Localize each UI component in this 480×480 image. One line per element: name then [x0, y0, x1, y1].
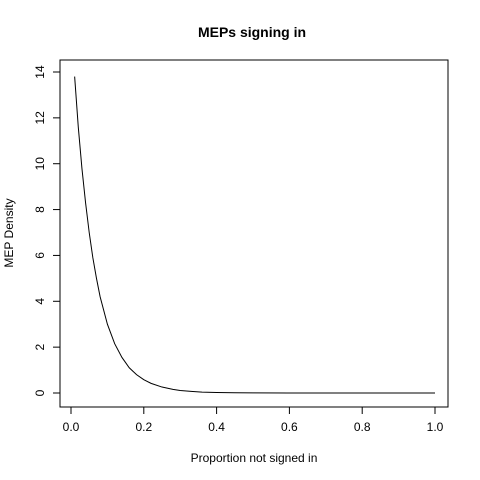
- chart-title: MEPs signing in: [198, 24, 306, 40]
- y-tick-label: 4: [33, 298, 47, 305]
- y-axis-label: MEP Density: [2, 198, 16, 267]
- x-axis: 0.0 0.2 0.4 0.6 0.8 1.0: [63, 406, 444, 434]
- x-tick-label: 0.8: [354, 420, 371, 434]
- x-axis-label: Proportion not signed in: [191, 451, 318, 465]
- x-tick-label: 0.6: [281, 420, 298, 434]
- x-tick-label: 0.2: [135, 420, 152, 434]
- series-line-0: [74, 76, 435, 394]
- y-tick-label: 2: [33, 343, 47, 350]
- y-axis: 0 2 4 6 8 10 12 14: [33, 65, 61, 396]
- x-tick-label: 0.4: [208, 420, 225, 434]
- y-tick-label: 12: [33, 111, 47, 125]
- y-tick-label: 0: [33, 389, 47, 396]
- y-tick-label: 14: [33, 65, 47, 79]
- y-tick-label: 10: [33, 157, 47, 171]
- x-tick-label: 1.0: [427, 420, 444, 434]
- x-tick-label: 0.0: [63, 420, 80, 434]
- series-group: [74, 76, 435, 394]
- y-tick-label: 6: [33, 252, 47, 259]
- plot-frame: [59, 59, 449, 408]
- y-tick-label: 8: [33, 206, 47, 213]
